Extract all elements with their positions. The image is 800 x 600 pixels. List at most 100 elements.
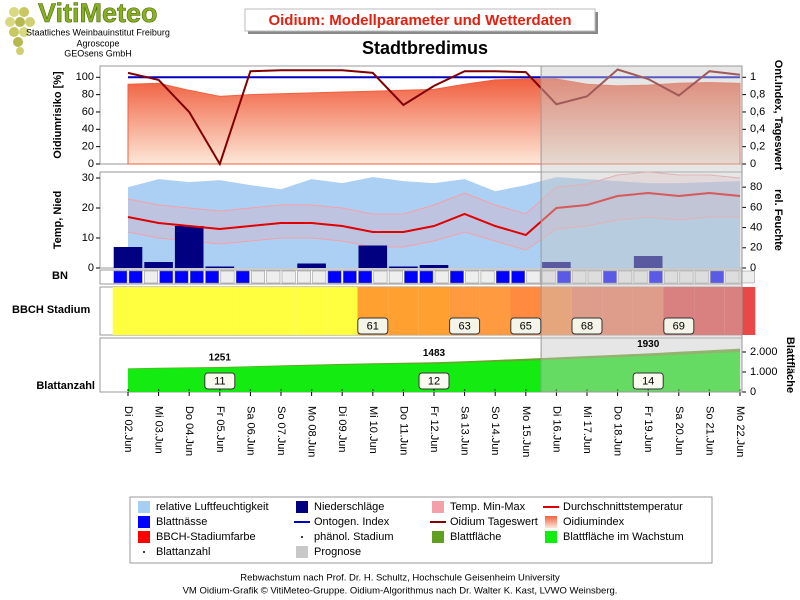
y2-tick-label: 60 xyxy=(750,201,762,213)
y2-axis-label: Blattfläche xyxy=(784,337,796,393)
leaf-wetness xyxy=(450,270,464,284)
area-value-label: 1483 xyxy=(423,348,446,359)
leaf-wetness xyxy=(174,270,189,284)
stage-band xyxy=(694,287,725,335)
stage-band xyxy=(418,287,450,335)
x-tick-label: Mi 17.Jun xyxy=(581,406,593,454)
leaf-wetness xyxy=(587,270,602,284)
x-tick-label: So 21.Jun xyxy=(703,406,715,456)
stage-band xyxy=(296,287,327,335)
y-tick-label: 30 xyxy=(82,172,94,184)
leaf-count-label: 11 xyxy=(214,375,225,387)
leaf-wetness xyxy=(664,270,679,284)
x-tick-label: Di 09.Jun xyxy=(336,406,348,452)
y-tick-label: 20 xyxy=(82,141,94,153)
leaf-count-dot xyxy=(463,389,466,391)
leaf-wetness xyxy=(419,270,434,284)
leaf-count-dot xyxy=(310,389,313,391)
leaf-wetness xyxy=(388,270,403,284)
x-tick-label: Do 18.Jun xyxy=(612,406,624,456)
stage-box xyxy=(510,317,542,335)
y2-tick-label: 0,4 xyxy=(750,123,765,135)
leaf-wetness xyxy=(603,270,617,284)
leaf-wetness xyxy=(480,270,495,284)
legend-swatch xyxy=(138,501,150,513)
logo xyxy=(5,7,35,55)
stage-band xyxy=(173,287,205,335)
line xyxy=(127,191,741,237)
x-tick-label: Sa 20.Jun xyxy=(673,406,685,456)
leaf-count-dot xyxy=(157,389,160,391)
stage-band xyxy=(602,287,633,335)
y2-tick-label: 0,2 xyxy=(750,141,765,153)
leaf-wetness xyxy=(679,270,694,284)
bar xyxy=(542,262,571,268)
leaf-wetness xyxy=(342,270,357,284)
min-line xyxy=(127,216,740,251)
leaf-wetness xyxy=(633,270,648,284)
org-line: GEOsens GmbH xyxy=(64,48,132,58)
leaf-wetness xyxy=(495,270,510,284)
leaf-wetness xyxy=(694,270,709,284)
leaf-count-box xyxy=(418,372,450,390)
stage-label: 68 xyxy=(581,320,593,332)
x-tick-label: Sa 13.Jun xyxy=(459,406,471,456)
x-tick-label: So 14.Jun xyxy=(489,406,501,456)
max-line xyxy=(127,171,741,215)
leaf-count-dot xyxy=(525,389,527,391)
legend-label: Blattfläche im Wachstum xyxy=(563,531,684,543)
x-tick-label: Mi 03.Jun xyxy=(153,406,165,454)
x-tick-label: Di 02.Jun xyxy=(122,406,134,452)
title-box xyxy=(244,8,596,32)
leaf-wetness xyxy=(327,270,342,284)
leaf-wetness xyxy=(220,270,235,284)
legend-label: Blattnässe xyxy=(156,516,207,528)
stage-band xyxy=(541,287,572,335)
leaf-count-dot xyxy=(188,389,190,391)
y-tick-label: 0 xyxy=(88,262,94,274)
leaf-count-label: 14 xyxy=(642,375,654,387)
area xyxy=(128,352,740,392)
leaf-wetness xyxy=(358,270,373,284)
y2-tick-label: 2.000 xyxy=(750,346,778,358)
leaf-wetness xyxy=(235,270,250,284)
bar xyxy=(419,265,449,268)
stage-label: 65 xyxy=(520,320,532,332)
y-tick-label: 40 xyxy=(82,123,94,135)
legend-label: relative Luftfeuchtigkeit xyxy=(156,501,269,513)
leaf-wetness xyxy=(541,270,556,284)
leaf-wetness xyxy=(557,270,571,284)
row-label: BN xyxy=(52,270,68,282)
bar xyxy=(144,262,173,268)
y2-axis-label: rel. Feuchte xyxy=(772,189,784,251)
leaf-wetness xyxy=(266,270,281,284)
stage-box xyxy=(663,317,695,335)
legend-label: Durchschnittstemperatur xyxy=(563,501,683,513)
stage-band xyxy=(112,287,144,335)
row-label: BBCH Stadium xyxy=(12,304,90,316)
y2-tick-label: 40 xyxy=(750,221,762,233)
stage-label: 69 xyxy=(673,320,685,332)
stage-box xyxy=(571,317,603,335)
legend-box xyxy=(129,496,713,564)
footer-line: VM Oidium-Grafik © VitiMeteo-Gruppe. Oid… xyxy=(183,586,618,597)
leaf-count-dot xyxy=(280,389,282,391)
stage-band xyxy=(143,287,174,335)
x-tick-label: Do 04.Jun xyxy=(183,406,195,456)
leaf-count-dot xyxy=(739,389,741,391)
bar xyxy=(297,263,326,268)
leaf-count-dot xyxy=(402,389,405,391)
area xyxy=(127,78,741,165)
y2-tick-label: 0 xyxy=(750,386,756,398)
x-tick-label: Fr 05.Jun xyxy=(214,406,226,452)
legend-swatch xyxy=(138,531,150,543)
bar xyxy=(389,266,418,268)
x-tick-label: Fr 12.Jun xyxy=(428,406,440,452)
leaf-count-dot xyxy=(647,389,649,391)
legend-label: BBCH-Stadiumfarbe xyxy=(156,531,256,543)
legend-swatch xyxy=(545,531,557,543)
bar xyxy=(205,266,235,268)
bar xyxy=(358,245,388,268)
leaf-wetness xyxy=(113,270,128,284)
x-tick-label: Mo 22.Jun xyxy=(734,406,746,457)
